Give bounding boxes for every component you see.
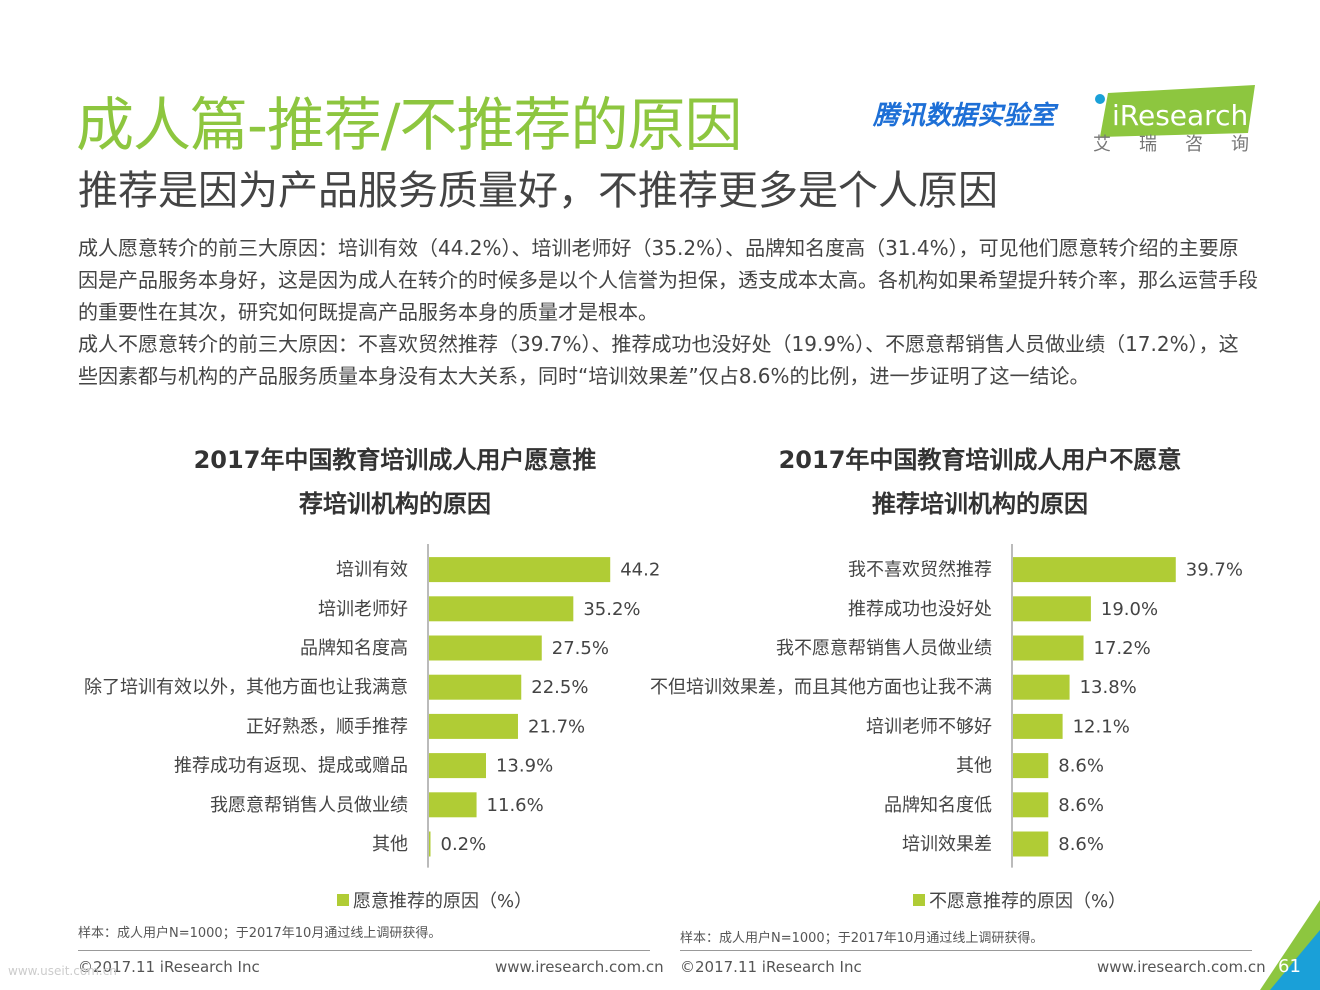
corner-green-shape [1260,900,1320,990]
chart1-value-label: 11.6% [487,795,544,816]
chart1-bar [429,831,431,857]
website-link-left[interactable]: www.iresearch.com.cn [495,958,664,976]
chart1-bar [429,792,477,818]
chart1-value-label: 0.2% [441,834,487,855]
chart1-svg: 培训有效 44.2% 培训老师好 35.2% 品牌知名度高 27.5% 除了培训有效以外，其… [84,544,660,868]
chart1-bar [429,753,486,779]
corner-blue-shape [1270,930,1320,990]
chart1-category-label: 品牌知名度高 [300,638,408,659]
page-corner-decoration [1260,900,1320,990]
chart1-value-label: 44.2% [620,560,660,581]
chart1-title-line2: 荐培训机构的原因 [299,490,491,518]
body-text: 成人愿意转介的前三大原因：培训有效（44.2%）、培训老师好（35.2%）、品牌… [78,232,1258,392]
chart1-bar [429,713,518,739]
chart2-bar [1013,674,1070,700]
chart2-bar [1013,557,1176,583]
chart2-category-label: 培训效果差 [902,834,992,855]
chart1-bar [429,674,522,700]
chart2-category-label: 推荐成功也没好处 [848,599,992,620]
chart2-sample-note: 样本：成人用户N=1000；于2017年10月通过线上调研获得。 [680,931,1044,946]
chart2-value-label: 12.1% [1073,716,1130,737]
chart2-legend: 不愿意推荐的原因（%） [913,887,1126,913]
chart2-bar [1013,753,1049,779]
chart1-category-label: 其他 [372,834,408,855]
chart2-bar [1013,713,1063,739]
chart2-bar [1013,792,1049,818]
chart1-value-label: 21.7% [528,716,585,737]
chart1-category-label: 我愿意帮销售人员做业绩 [210,795,408,816]
page-title: 成人篇-推荐/不推荐的原因 [76,91,742,159]
chart2-value-label: 19.0% [1101,599,1158,620]
chart2-category-label: 我不喜欢贸然推荐 [848,560,992,581]
chart2-bar [1013,596,1091,622]
watermark: www.useit.com.cn [8,964,117,978]
chart1-category-label: 培训老师好 [318,599,408,620]
chart1-bar [429,557,611,583]
chart1-value-label: 13.9% [496,756,553,777]
chart1-sample-note: 样本：成人用户N=1000；于2017年10月通过线上调研获得。 [78,926,442,941]
body-paragraph-2: 成人不愿意转介的前三大原因：不喜欢贸然推荐（39.7%）、推荐成功也没好处（19… [78,332,1239,388]
iresearch-logo: iResearch [1095,85,1255,137]
chart2-category-label: 品牌知名度低 [884,795,992,816]
chart2-title-line2: 推荐培训机构的原因 [872,490,1088,518]
chart2-value-label: 13.8% [1080,677,1137,698]
chart2-title-line1: 2017年中国教育培训成人用户不愿意 [778,446,1182,474]
chart1-title-line1: 2017年中国教育培训成人用户愿意推 [193,446,597,474]
chart1-title: 2017年中国教育培训成人用户愿意推 荐培训机构的原因 [170,438,620,526]
footer-divider-right [680,950,1252,951]
logo-text: iResearch [1112,99,1248,132]
chart1-value-label: 22.5% [531,677,588,698]
chart2-value-label: 17.2% [1094,638,1151,659]
chart2-value-label: 8.6% [1058,834,1104,855]
chart1-bar [429,635,542,661]
chart2-value-label: 8.6% [1058,795,1104,816]
chart2-legend-label: 不愿意推荐的原因（%） [929,891,1127,912]
chart2-category-label: 培训老师不够好 [866,716,992,737]
chart1-category-label: 正好熟悉，顺手推荐 [246,716,408,737]
copyright-left: ©2017.11 iResearch Inc [78,958,260,976]
iresearch-logo-cn: 艾瑞咨询 [1093,134,1277,155]
chart1-legend: 愿意推荐的原因（%） [337,887,532,913]
chart2-category-label: 不但培训效果差，而且其他方面也让我不满 [650,677,992,698]
logo-dot [1095,94,1105,104]
page-subtitle: 推荐是因为产品服务质量好，不推荐更多是个人原因 [78,168,998,214]
chart2-svg: 我不喜欢贸然推荐 39.7% 推荐成功也没好处 19.0% 我不愿意帮销售人员做业绩 17… [650,544,1243,868]
chart2-category-label: 其他 [956,756,992,777]
chart1-category-label: 推荐成功有返现、提成或赠品 [174,756,408,777]
chart1-value-label: 35.2% [583,599,640,620]
chart1-bar [429,596,574,622]
chart2-bar [1013,635,1084,661]
chart1-category-label: 培训有效 [336,560,408,581]
chart2-bar [1013,831,1049,857]
logo-banner-shape [1100,85,1255,137]
chart1-category-label: 除了培训有效以外，其他方面也让我满意 [84,677,408,698]
legend-swatch [913,894,925,906]
legend-swatch [337,894,349,906]
chart2-value-label: 8.6% [1058,756,1104,777]
chart2-title: 2017年中国教育培训成人用户不愿意 推荐培训机构的原因 [755,438,1205,526]
footer-divider-left [78,950,650,951]
website-link-right[interactable]: www.iresearch.com.cn [1097,958,1266,976]
page-number: 61 [1278,956,1301,977]
copyright-right: ©2017.11 iResearch Inc [680,958,862,976]
body-paragraph-1: 成人愿意转介的前三大原因：培训有效（44.2%）、培训老师好（35.2%）、品牌… [78,236,1258,324]
tencent-logo: 腾讯数据实验室 [873,101,1056,131]
chart1-value-label: 27.5% [552,638,609,659]
chart2-value-label: 39.7% [1186,560,1243,581]
chart2-category-label: 我不愿意帮销售人员做业绩 [776,638,992,659]
chart1-legend-label: 愿意推荐的原因（%） [353,891,533,912]
